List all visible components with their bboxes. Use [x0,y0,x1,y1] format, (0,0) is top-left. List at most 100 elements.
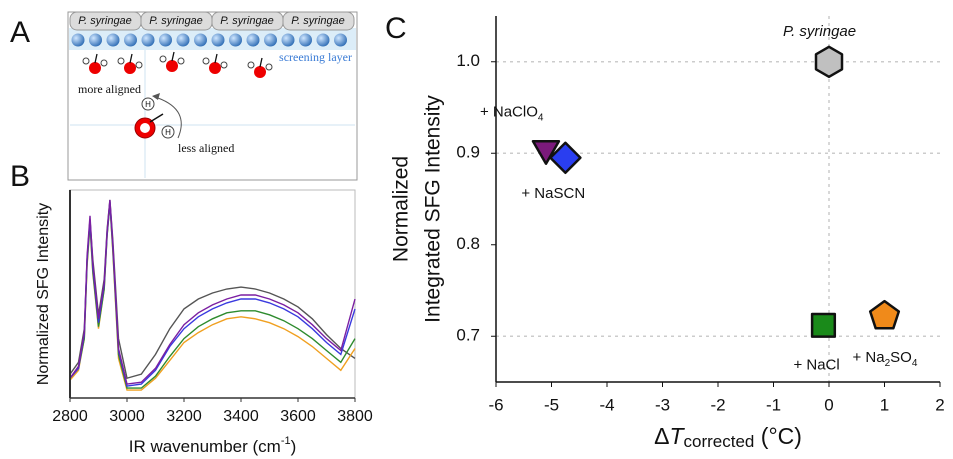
cap-label: P. syringae [220,15,274,27]
x-tick-label: -4 [599,395,614,414]
x-tick-label: 0 [824,395,833,414]
cation [176,33,190,47]
x-tick-label: -6 [488,395,503,414]
cation [211,33,225,47]
hydrogen [161,125,175,139]
point-label: + NaSCN [521,185,585,202]
point-label-part: + Na [853,349,886,366]
x-tick-label: -1 [766,395,781,414]
x-axis-label-end: ) [291,437,297,456]
cation [299,33,312,47]
layer-label: screening layer [279,50,352,64]
atom-label: H [145,100,151,109]
point [531,139,561,165]
water-h [202,57,210,65]
water-h [159,55,167,63]
panel-letter: B [10,160,30,193]
water-h [100,59,108,67]
cation [246,33,260,47]
dipole [259,57,263,68]
water-h [135,61,143,69]
y-tick-label: 0.8 [456,234,480,253]
cap-label: P. syringae [78,15,132,27]
point-label-part: 4 [538,112,544,123]
y-tick-label: 1.0 [456,51,480,70]
water-o [166,60,178,72]
arrow-head [152,93,160,100]
x-axis-label: ΔTcorrected (°C) [654,423,802,451]
x-axis-label-part: Δ [654,423,669,449]
x-axis-label-part: T [669,423,685,449]
cation [159,33,172,47]
point [814,45,844,79]
atom-label: H [165,128,171,137]
water-h [265,63,273,71]
arrow [157,97,182,139]
cation [89,33,102,47]
point-label-part: P. syringae [783,23,856,40]
oxygen-center [140,123,150,133]
point-label-part: + NaClO [480,104,538,121]
x-tick-label: -3 [655,395,670,414]
cap-label: P. syringae [149,15,203,27]
point-label-part: + NaSCN [521,185,585,202]
cap-label: P. syringae [291,15,345,27]
annotation: less aligned [178,141,234,155]
hydrogen [141,97,155,111]
cation [264,33,277,47]
point-label-part: 4 [912,358,918,369]
point-label-part: + NaCl [793,356,839,373]
x-tick-label: 3400 [223,408,259,425]
x-tick-label: 3200 [166,408,202,425]
dipole [94,53,98,64]
x-axis-label-part: (°C) [754,423,802,449]
x-tick-label: 3600 [280,408,316,425]
y-tick-label: 0.9 [456,143,480,162]
x-axis-label-text: IR wavenumber (cm [129,437,281,456]
x-tick-label: 3800 [337,408,373,425]
y-tick-label: 0.7 [456,326,480,345]
point-label-part: SO [890,349,912,366]
point [868,299,901,330]
x-tick-label: 2800 [52,408,88,425]
cation [106,33,120,47]
point-label: P. syringae [783,23,856,40]
x-axis-label-sup: -1 [281,435,291,447]
water-h [117,57,125,65]
cation [141,33,155,47]
spectrum-line [69,199,356,385]
y-axis-label: Integrated SFG Intensity [422,95,445,323]
water-h [220,61,228,69]
water-o [209,62,221,74]
water-o [89,62,101,74]
cation [316,33,330,47]
point-label: + NaCl [793,356,839,373]
dipole [214,53,218,64]
x-tick-label: 1 [880,395,889,414]
water-h [177,57,185,65]
panel-letter: C [385,12,407,45]
cation [334,33,347,47]
dipole [129,53,133,64]
cation [229,33,242,47]
water-o [124,62,136,74]
point-label: + NaClO4 [480,104,544,124]
point-label-part: 2 [885,358,891,369]
annotation: more aligned [78,82,141,96]
x-tick-label: -5 [544,395,559,414]
cation [194,33,207,47]
y-axis-label: Normalized [390,156,413,262]
water-h [247,61,255,69]
water-o [254,66,266,78]
y-axis-label: Normalized SFG Intensity [35,203,52,385]
dipole [149,113,164,123]
spectrum-line [69,199,356,380]
x-tick-label: 2 [935,395,944,414]
panel-letter: A [10,16,30,49]
x-tick-label: 3000 [109,408,145,425]
cell-cap [282,11,355,31]
point [549,141,582,175]
x-tick-label: -2 [710,395,725,414]
cation [124,33,137,47]
point [810,312,837,338]
